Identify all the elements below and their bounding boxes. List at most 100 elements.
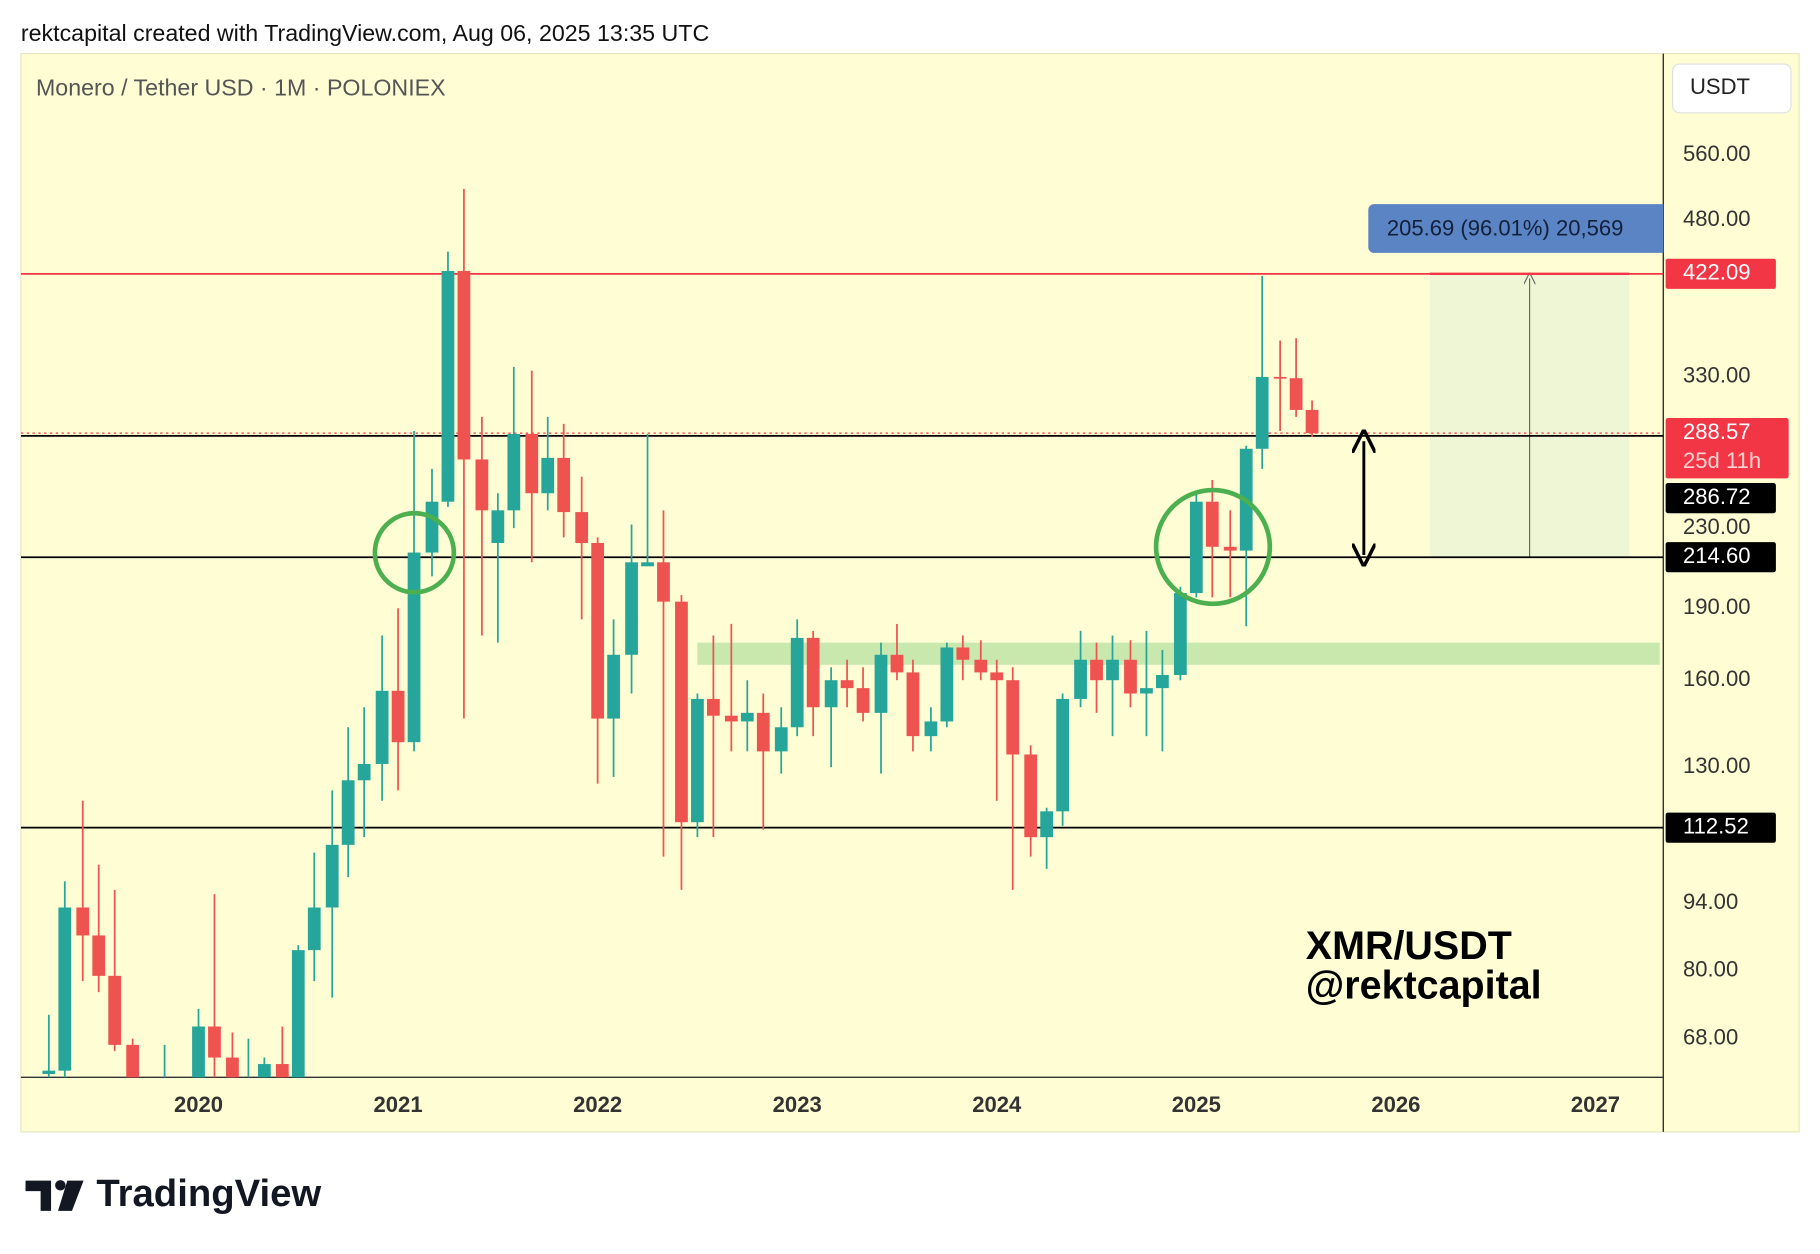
- price-label: 214.60: [1683, 543, 1750, 568]
- x-tick-label: 2022: [573, 1092, 622, 1117]
- price-label-box: [1665, 418, 1789, 479]
- logo-text: TradingView: [96, 1172, 321, 1215]
- candle-body: [257, 1064, 271, 1078]
- measure-label: 205.69 (96.01%) 20,569: [1368, 204, 1664, 253]
- candle-body: [790, 637, 804, 728]
- candle-body: [541, 457, 555, 494]
- candle-body: [457, 270, 471, 460]
- candle-body: [591, 542, 605, 719]
- candle-body: [525, 433, 539, 494]
- y-tick-label: 230.00: [1683, 514, 1750, 539]
- measure-label-text: 205.69 (96.01%) 20,569: [1387, 216, 1624, 241]
- candle-body: [425, 501, 439, 553]
- candle-body: [76, 907, 90, 936]
- candle-body: [924, 721, 938, 737]
- tradingview-logo: TradingView: [25, 1172, 321, 1215]
- x-tick-label: 2020: [174, 1092, 223, 1117]
- candle-body: [307, 907, 321, 951]
- candle-body: [507, 433, 521, 511]
- candle-body: [774, 727, 788, 752]
- candle-body: [1223, 546, 1237, 551]
- candle-body: [740, 712, 754, 722]
- candle-body: [42, 1070, 56, 1074]
- candle-body: [275, 1064, 289, 1078]
- candle-body: [1189, 501, 1203, 594]
- x-tick-label: 2027: [1571, 1092, 1620, 1117]
- candle-body: [906, 672, 920, 737]
- highlight-circle: [1153, 487, 1273, 607]
- x-tick-label: 2026: [1371, 1092, 1420, 1117]
- y-tick-label: 68.00: [1683, 1024, 1738, 1049]
- header: rektcapital created with TradingView.com…: [21, 20, 709, 46]
- watermark: @rektcapital: [1306, 963, 1542, 1007]
- candle-body: [641, 562, 654, 567]
- candle-body: [974, 659, 988, 673]
- candle-body: [1006, 680, 1020, 755]
- candle-body: [1040, 811, 1054, 838]
- y-tick-label: 330.00: [1683, 363, 1750, 388]
- candle-body: [675, 601, 688, 823]
- candle-body: [1074, 659, 1087, 699]
- candle-body: [1106, 659, 1119, 681]
- price-label-box: [1665, 812, 1776, 843]
- currency-button[interactable]: [1672, 63, 1792, 114]
- price-label: 286.72: [1683, 484, 1750, 509]
- candle-body: [691, 698, 704, 823]
- candle-body: [1273, 376, 1287, 379]
- currency-label: USDT: [1690, 74, 1750, 99]
- plot-area: [20, 188, 1664, 1078]
- candle-body: [226, 1057, 239, 1078]
- candle-body: [956, 647, 970, 660]
- price-label: 112.52: [1683, 814, 1749, 839]
- candle-body: [391, 690, 405, 743]
- candle-body: [357, 763, 371, 781]
- price-label-box: [1665, 542, 1776, 573]
- candle-body: [1205, 501, 1219, 547]
- y-tick-label: 94.00: [1683, 889, 1738, 914]
- candle-body: [1140, 688, 1153, 694]
- candle-body: [890, 654, 904, 673]
- price-label: 422.09: [1683, 260, 1750, 285]
- candle-body: [325, 844, 339, 908]
- candle-body: [407, 552, 421, 743]
- candle-body: [475, 459, 489, 511]
- candle-body: [208, 1026, 221, 1058]
- countdown: 25d 11h: [1683, 448, 1761, 473]
- candle-body: [940, 647, 954, 722]
- x-tick-label: 2025: [1172, 1092, 1221, 1117]
- candle-body: [1173, 593, 1187, 675]
- watermark: XMR/USDT: [1306, 924, 1512, 968]
- y-tick-label: 560.00: [1683, 141, 1750, 166]
- candle-body: [706, 698, 720, 716]
- x-tick-label: 2024: [972, 1092, 1022, 1117]
- candle-body: [441, 270, 455, 502]
- candle-body: [575, 512, 589, 543]
- candle-body: [625, 562, 638, 655]
- candle-body: [756, 712, 770, 752]
- candle-body: [990, 672, 1004, 681]
- candle-body: [491, 510, 505, 543]
- y-tick-label: 190.00: [1683, 594, 1750, 619]
- candle-body: [341, 780, 355, 845]
- price-label-box: [1665, 483, 1776, 514]
- candle-body: [1090, 659, 1103, 681]
- candle-body: [1255, 376, 1269, 449]
- candle-body: [92, 935, 106, 976]
- candle-body: [1056, 698, 1070, 812]
- candle-body: [557, 457, 571, 513]
- candle-body: [58, 907, 72, 1071]
- candle-body: [806, 637, 820, 708]
- y-tick-label: 480.00: [1683, 206, 1750, 231]
- chart-title: Monero / Tether USD · 1M · POLONIEX: [36, 75, 446, 101]
- measure-label-box: [1368, 204, 1664, 253]
- candle-body: [1124, 659, 1137, 694]
- candle-body: [657, 562, 670, 602]
- price-label: 288.57: [1683, 419, 1750, 444]
- candle-body: [1156, 674, 1169, 689]
- candle-body: [192, 1026, 205, 1078]
- candle-body: [856, 688, 870, 713]
- candle-body: [1024, 754, 1038, 838]
- candle-body: [724, 715, 738, 722]
- highlight-circle: [372, 510, 457, 595]
